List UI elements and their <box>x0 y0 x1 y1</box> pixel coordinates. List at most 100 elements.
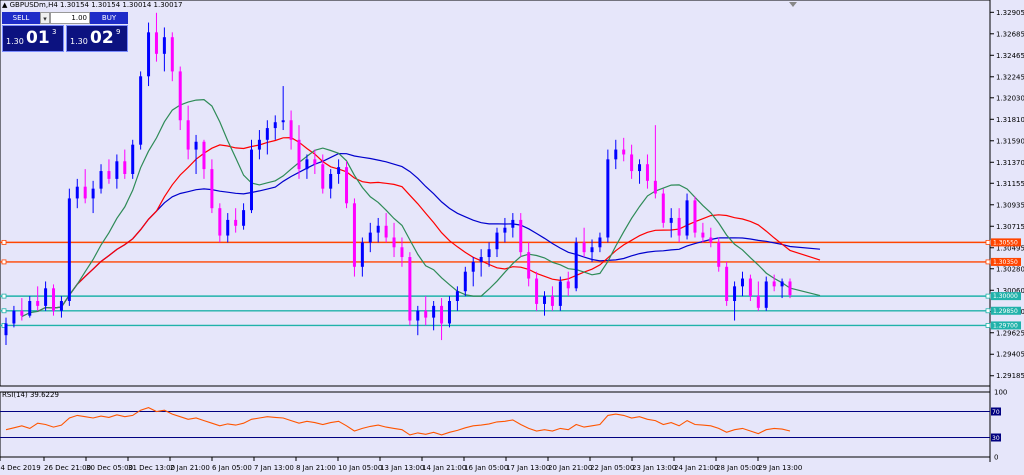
sell-price[interactable]: 1.30 01 3 <box>2 25 64 52</box>
level-anchor-left[interactable] <box>1 239 7 245</box>
time-tick-label: 6 Jan 05:00 <box>212 464 252 472</box>
candle-body <box>329 173 333 189</box>
candle-body <box>717 242 721 267</box>
candle-body <box>265 128 269 140</box>
time-tick-label: 24 Dec 2019 <box>0 464 41 472</box>
candle-body <box>99 171 103 189</box>
candle-body <box>194 141 198 150</box>
level-anchor-right[interactable] <box>985 293 991 299</box>
level-anchor-left[interactable] <box>1 308 7 314</box>
candle-body <box>550 296 554 306</box>
candle-body <box>281 120 285 123</box>
candle-body <box>131 144 135 174</box>
price-tick-label: 1.31590 <box>996 137 1024 145</box>
candle-body <box>693 200 697 233</box>
level-price-tag <box>991 257 1021 266</box>
candle-body <box>606 159 610 238</box>
candle-body <box>52 288 56 311</box>
candle-body <box>154 32 158 54</box>
candle-body <box>408 257 412 321</box>
one-click-trading-panel: SELL ▾ 1.00 ▴ BUY 1.30 01 3 1.30 02 9 <box>2 12 128 52</box>
time-tick-label: 16 Jan 05:00 <box>464 464 508 472</box>
candle-body <box>574 242 578 289</box>
level-price-tag <box>991 321 1021 330</box>
candle-body <box>590 247 594 253</box>
time-tick-label: 13 Jan 13:00 <box>380 464 424 472</box>
candle-body <box>638 164 642 172</box>
buy-button[interactable]: BUY <box>90 12 128 24</box>
candle-body <box>440 305 444 324</box>
candle-body <box>36 301 40 306</box>
price-tick-label: 1.32030 <box>996 94 1024 102</box>
candle-body <box>376 225 380 233</box>
candle-body <box>432 305 436 318</box>
candle-body <box>67 198 71 302</box>
price-tick-label: 1.31155 <box>996 180 1024 188</box>
candle-body <box>226 219 230 236</box>
time-tick-label: 10 Jan 05:00 <box>338 464 382 472</box>
candle-body <box>558 281 562 306</box>
candle-body <box>661 193 665 223</box>
candle-body <box>487 249 491 258</box>
time-tick-label: 8 Jan 21:00 <box>296 464 336 472</box>
level-price-tag <box>991 306 1021 315</box>
candle-body <box>733 286 737 302</box>
candle-body <box>20 310 24 316</box>
candle-body <box>107 171 111 179</box>
chart-shift-icon[interactable] <box>789 2 797 7</box>
candle-body <box>384 225 388 238</box>
candle-body <box>305 159 309 170</box>
time-tick-label: 26 Dec 21:00 <box>44 464 91 472</box>
level-anchor-left[interactable] <box>1 259 7 265</box>
ma-slow-line <box>53 152 821 309</box>
candle-body <box>12 310 16 324</box>
time-tick-label: 30 Dec 05:00 <box>86 464 133 472</box>
lot-decrease-button[interactable]: ▾ <box>40 12 50 24</box>
candle-body <box>614 149 618 160</box>
sell-price-fraction: 3 <box>52 28 57 36</box>
level-anchor-right[interactable] <box>985 308 991 314</box>
lot-size-input[interactable]: 1.00 <box>50 12 90 24</box>
ohlc-values: 1.30154 1.30154 1.30014 1.30017 <box>60 1 183 9</box>
level-price-tag <box>991 292 1021 301</box>
candle-body <box>289 120 293 140</box>
candle-body <box>685 200 689 236</box>
symbol-timeframe: GBPUSDm,H4 <box>9 1 58 9</box>
level-anchor-right[interactable] <box>985 323 991 328</box>
level-anchor-right[interactable] <box>985 239 991 245</box>
candle-body <box>780 281 784 287</box>
buy-price[interactable]: 1.30 02 9 <box>66 25 128 52</box>
candle-body <box>748 278 752 297</box>
candle-body <box>44 288 48 306</box>
time-tick-label: 7 Jan 13:00 <box>254 464 294 472</box>
ma-fast-line <box>21 98 821 318</box>
candle-body <box>669 217 673 223</box>
candle-body <box>471 261 475 272</box>
candle-body <box>653 180 657 194</box>
candle-body <box>242 210 246 226</box>
candle-body <box>392 237 396 248</box>
candle-body <box>416 310 420 321</box>
rsi-line <box>5 407 791 436</box>
price-tick-label: 1.29625 <box>996 329 1024 337</box>
candle-body <box>337 167 341 174</box>
time-tick-label: 14 Jan 21:00 <box>422 464 466 472</box>
symbol-icon: ▲ <box>2 1 8 9</box>
candle-body <box>535 278 539 304</box>
level-anchor-right[interactable] <box>985 259 991 265</box>
rsi-pane-frame <box>0 391 991 458</box>
candle-body <box>83 186 87 199</box>
candle-body <box>756 296 760 308</box>
rsi-level-tag <box>991 433 1001 442</box>
candle-body <box>218 208 222 236</box>
candle-body <box>313 159 317 165</box>
sell-button[interactable]: SELL <box>2 12 40 24</box>
level-anchor-left[interactable] <box>1 293 7 299</box>
candle-body <box>598 237 602 248</box>
time-tick-label: 22 Jan 05:00 <box>590 464 634 472</box>
candle-body <box>630 154 634 172</box>
candle-body <box>321 164 325 189</box>
price-tick-label: 1.32905 <box>996 9 1024 17</box>
